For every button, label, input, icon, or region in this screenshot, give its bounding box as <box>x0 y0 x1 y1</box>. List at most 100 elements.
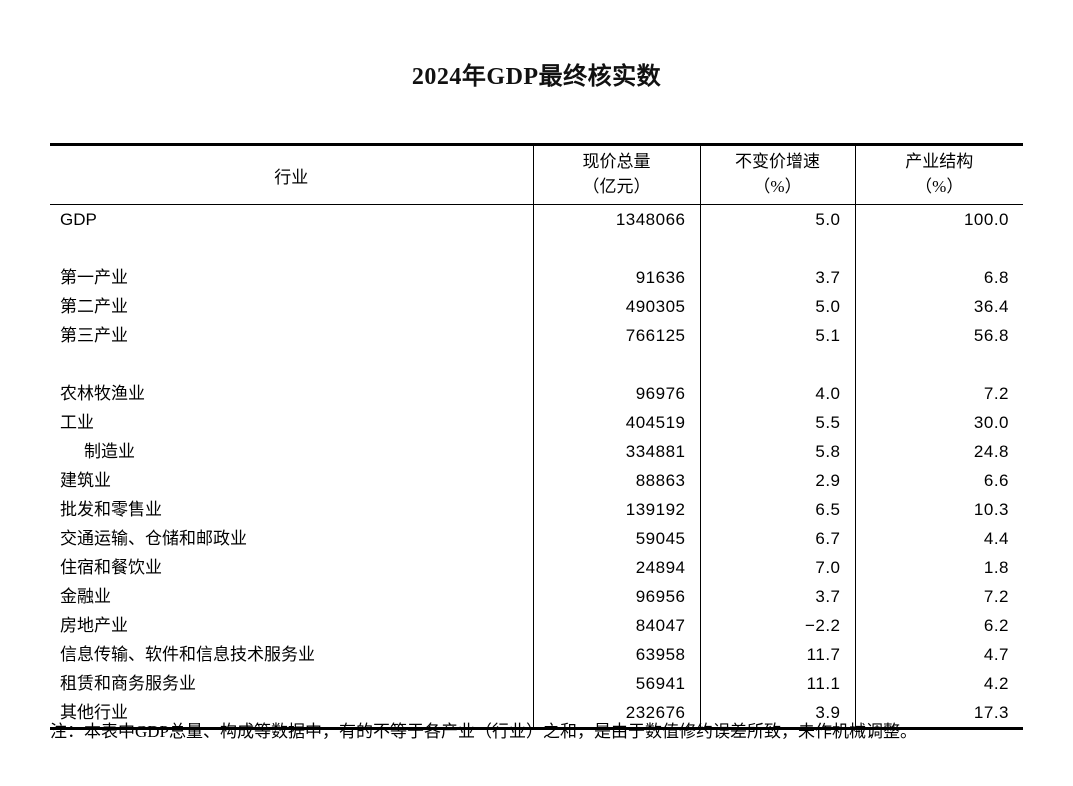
row-label: 第一产业 <box>60 268 128 287</box>
row-value-growth: 7.0 <box>699 553 855 582</box>
table-body: GDP 1348066 5.0 100.0 第一产业 91636 3.7 6.8 第二产业 49… <box>50 204 1023 730</box>
column-header-structure: 产业结构 （%） <box>854 144 1023 205</box>
row-label: 工业 <box>60 413 94 432</box>
row-value-structure: 24.8 <box>854 437 1023 466</box>
column-header-total: 现价总量 （亿元） <box>532 144 700 205</box>
row-label: 制造业 <box>84 442 135 461</box>
row-value-structure: 6.2 <box>854 611 1023 640</box>
row-label: 建筑业 <box>60 471 111 490</box>
column-header-structure-name: 产业结构 <box>905 152 974 172</box>
column-header-structure-unit: （%） <box>915 177 964 196</box>
row-value-structure: 4.4 <box>854 524 1023 553</box>
column-header-growth-unit: （%） <box>753 177 802 196</box>
row-value-structure: 4.7 <box>854 640 1023 669</box>
column-header-industry: 行业 <box>50 144 533 205</box>
row-value-growth: 11.7 <box>699 640 855 669</box>
row-value-total: 334881 <box>532 437 700 466</box>
row-value-total: 232676 <box>532 698 700 730</box>
row-value-total: 96976 <box>532 379 700 408</box>
table-row: 第三产业 766125 5.1 56.8 <box>50 321 1023 350</box>
row-value-growth: 11.1 <box>699 669 855 698</box>
table-row: 租赁和商务服务业 56941 11.1 4.2 <box>50 669 1023 698</box>
row-value-growth: 6.5 <box>699 495 855 524</box>
row-value-total: 88863 <box>532 466 700 495</box>
table-spacer-row <box>50 350 1023 379</box>
spacer-cell <box>50 234 533 263</box>
row-value-structure: 17.3 <box>854 698 1023 730</box>
row-value-total: 56941 <box>532 669 700 698</box>
row-value-structure: 30.0 <box>854 408 1023 437</box>
row-value-growth: 4.0 <box>699 379 855 408</box>
row-value-structure: 36.4 <box>854 292 1023 321</box>
row-value-growth: 3.7 <box>699 263 855 292</box>
header-row: 行业 现价总量 （亿元） 不变价增速 （%） 产业结构 （%） <box>50 144 1023 205</box>
spacer-cell <box>50 350 533 379</box>
row-label: 第二产业 <box>60 297 128 316</box>
row-label: 信息传输、软件和信息技术服务业 <box>60 645 315 664</box>
row-value-growth: −2.2 <box>699 611 855 640</box>
table-row: 工业 404519 5.5 30.0 <box>50 408 1023 437</box>
table-row: 房地产业 84047 −2.2 6.2 <box>50 611 1023 640</box>
row-value-structure: 7.2 <box>854 582 1023 611</box>
column-header-total-unit: （亿元） <box>582 177 651 196</box>
row-value-growth: 5.1 <box>699 321 855 350</box>
spacer-cell-structure <box>854 350 1023 379</box>
row-value-structure: 7.2 <box>854 379 1023 408</box>
row-value-structure: 6.8 <box>854 263 1023 292</box>
row-label: 住宿和餐饮业 <box>60 558 162 577</box>
column-header-growth-name: 不变价增速 <box>735 152 820 172</box>
column-header-total-name: 现价总量 <box>582 152 651 172</box>
row-value-total: 404519 <box>532 408 700 437</box>
spacer-cell-structure <box>854 234 1023 263</box>
row-value-structure: 56.8 <box>854 321 1023 350</box>
row-value-growth: 5.5 <box>699 408 855 437</box>
table-row: 第二产业 490305 5.0 36.4 <box>50 292 1023 321</box>
table-row: 金融业 96956 3.7 7.2 <box>50 582 1023 611</box>
row-value-total: 84047 <box>532 611 700 640</box>
row-value-total: 139192 <box>532 495 700 524</box>
row-value-total: 490305 <box>532 292 700 321</box>
row-value-growth: 3.9 <box>699 698 855 730</box>
gdp-table: 行业 现价总量 （亿元） 不变价增速 （%） 产业结构 （%） GDP 13480 <box>50 143 1023 730</box>
row-value-growth: 5.0 <box>699 204 855 234</box>
gdp-table-container: 行业 现价总量 （亿元） 不变价增速 （%） 产业结构 （%） GDP 13480 <box>50 143 1023 730</box>
row-value-total: 766125 <box>532 321 700 350</box>
table-header: 行业 现价总量 （亿元） 不变价增速 （%） 产业结构 （%） <box>50 144 1023 205</box>
spacer-cell-growth <box>699 350 855 379</box>
column-header-growth: 不变价增速 （%） <box>699 144 855 205</box>
row-value-structure: 6.6 <box>854 466 1023 495</box>
row-value-growth: 5.0 <box>699 292 855 321</box>
row-label: 租赁和商务服务业 <box>60 674 196 693</box>
table-row: 建筑业 88863 2.9 6.6 <box>50 466 1023 495</box>
table-row: 交通运输、仓储和邮政业 59045 6.7 4.4 <box>50 524 1023 553</box>
table-row: 信息传输、软件和信息技术服务业 63958 11.7 4.7 <box>50 640 1023 669</box>
row-value-structure: 100.0 <box>854 204 1023 234</box>
table-row: 农林牧渔业 96976 4.0 7.2 <box>50 379 1023 408</box>
row-label: GDP <box>60 210 97 229</box>
row-value-total: 1348066 <box>532 204 700 234</box>
table-row: 第一产业 91636 3.7 6.8 <box>50 263 1023 292</box>
row-value-total: 96956 <box>532 582 700 611</box>
table-row: 批发和零售业 139192 6.5 10.3 <box>50 495 1023 524</box>
row-value-structure: 1.8 <box>854 553 1023 582</box>
row-value-growth: 2.9 <box>699 466 855 495</box>
row-value-total: 91636 <box>532 263 700 292</box>
row-value-growth: 5.8 <box>699 437 855 466</box>
page-title: 2024年GDP最终核实数 <box>411 64 662 90</box>
row-value-growth: 6.7 <box>699 524 855 553</box>
spacer-cell-total <box>532 234 700 263</box>
table-row: GDP 1348066 5.0 100.0 <box>50 204 1023 234</box>
spacer-cell-growth <box>699 234 855 263</box>
row-value-growth: 3.7 <box>699 582 855 611</box>
table-footnote: 注：本表中GDP总量、构成等数据中，有的不等于各产业（行业）之和，是由于数值修约… <box>50 722 918 741</box>
row-value-total: 59045 <box>532 524 700 553</box>
row-value-total: 63958 <box>532 640 700 669</box>
row-label: 第三产业 <box>60 326 128 345</box>
table-spacer-row <box>50 234 1023 263</box>
table-row: 住宿和餐饮业 24894 7.0 1.8 <box>50 553 1023 582</box>
row-label: 交通运输、仓储和邮政业 <box>60 529 247 548</box>
table-row: 其他行业 232676 3.9 17.3 <box>50 698 1023 730</box>
table-row: 制造业 334881 5.8 24.8 <box>50 437 1023 466</box>
row-value-total: 24894 <box>532 553 700 582</box>
